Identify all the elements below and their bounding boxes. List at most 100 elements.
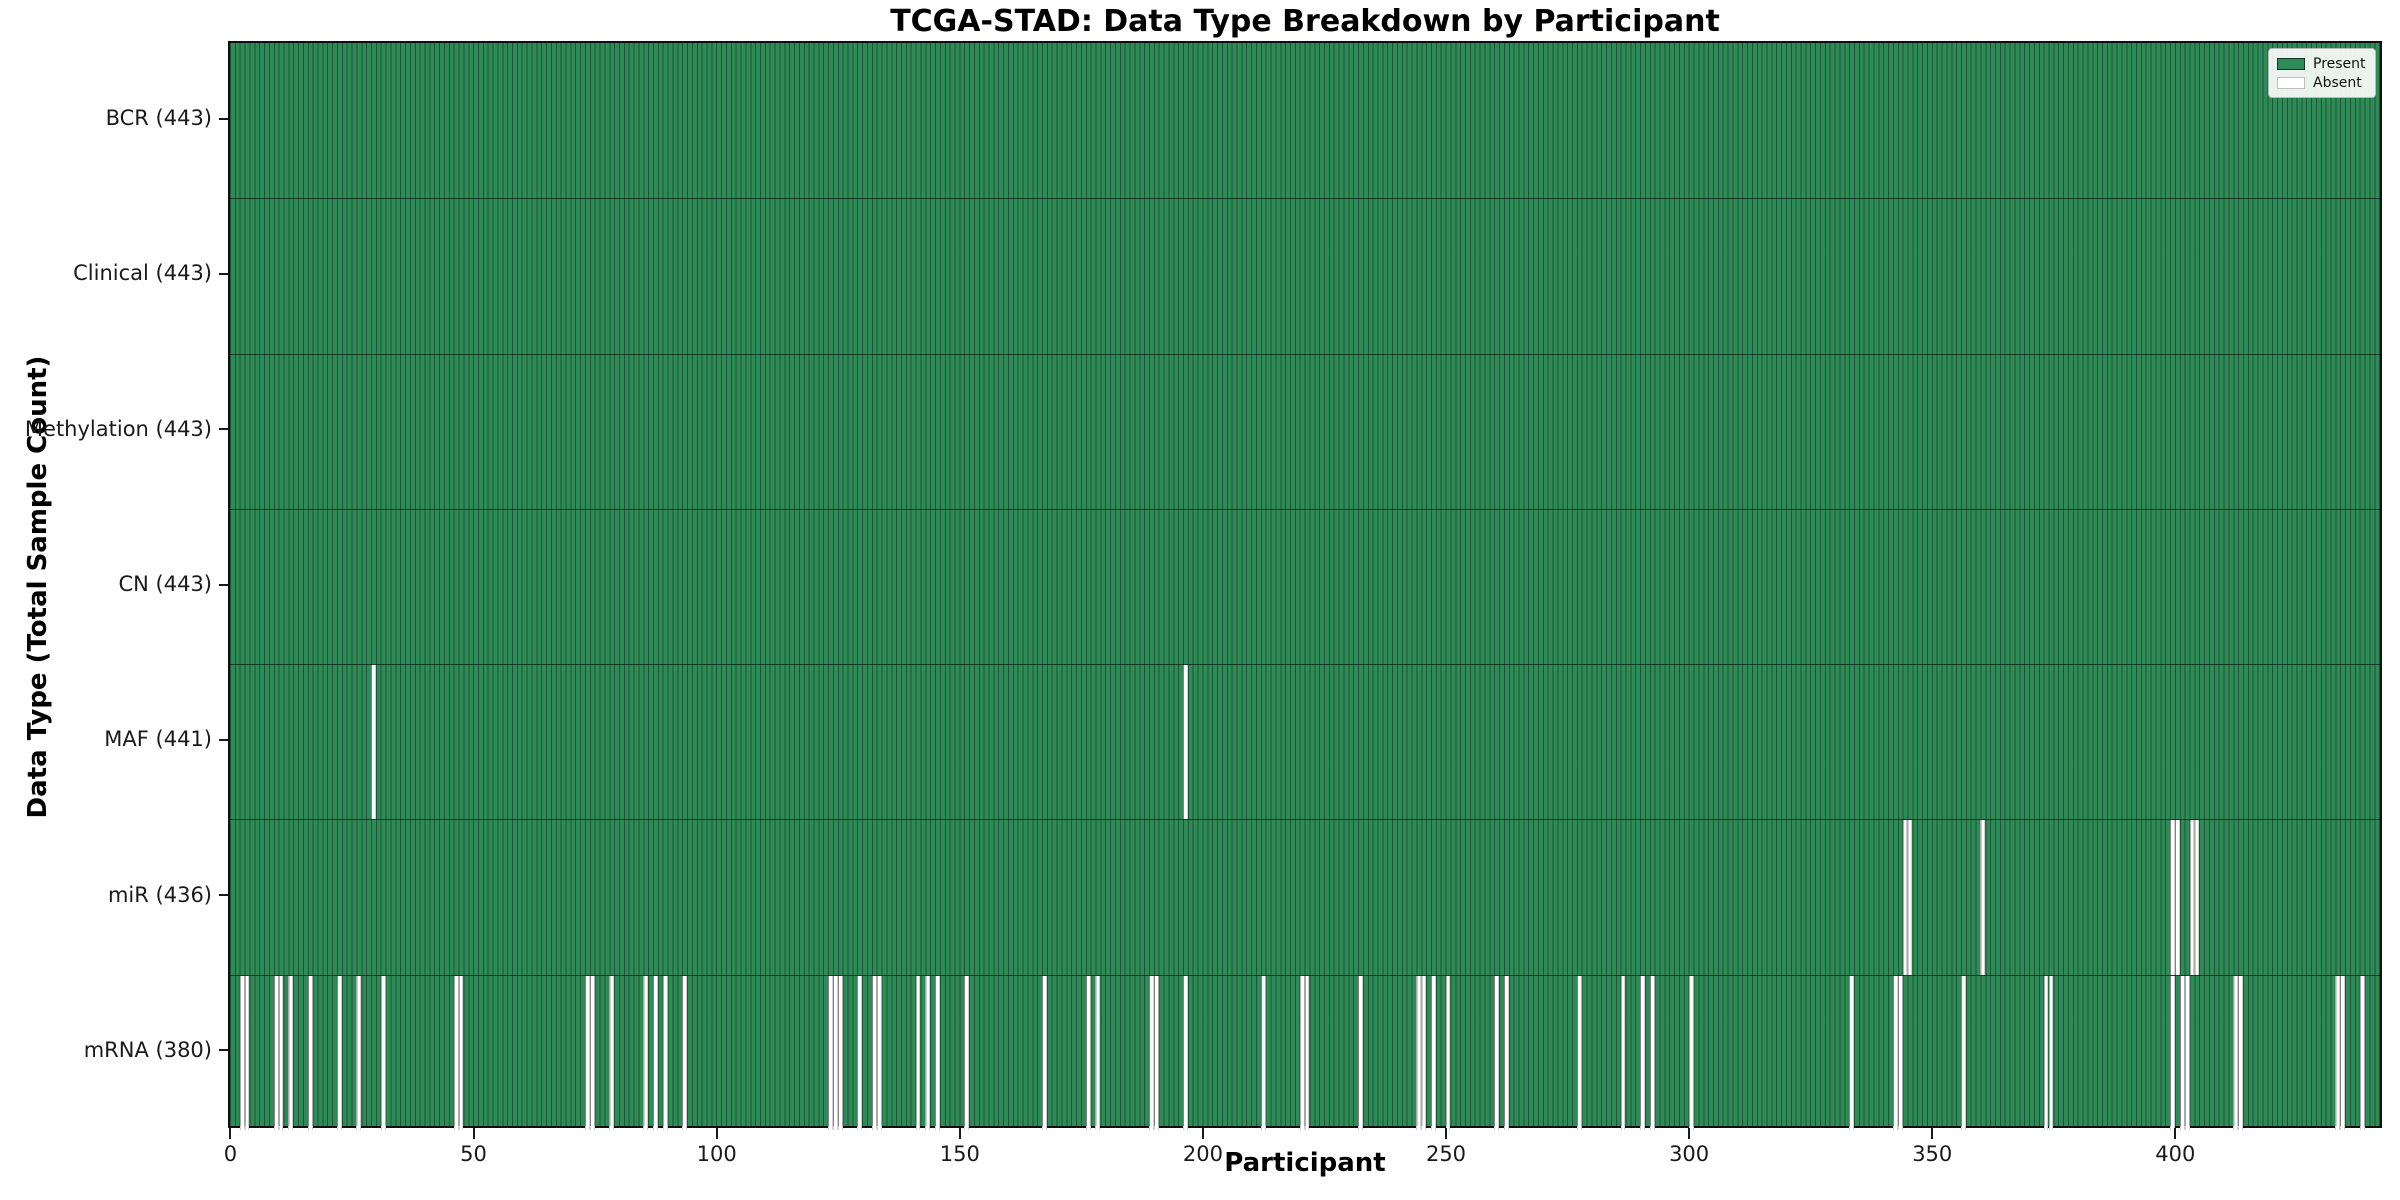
xtick-label-300: 300 — [1669, 1142, 1710, 1166]
absent-cell — [1358, 975, 1363, 1130]
absent-cell — [307, 975, 313, 1130]
ytick-mark — [219, 1049, 228, 1052]
absent-cell — [288, 975, 294, 1130]
absent-cell — [453, 975, 459, 1130]
ytick-mark — [219, 272, 228, 275]
ytick-label-BCR: BCR (443) — [105, 106, 212, 131]
xtick-mark — [2174, 1128, 2177, 1139]
absent-cell — [1576, 975, 1582, 1130]
absent-cell — [662, 975, 668, 1130]
absent-cell — [876, 975, 882, 1130]
absent-cell — [380, 975, 386, 1130]
chart-title: TCGA-STAD: Data Type Breakdown by Partic… — [890, 4, 1720, 39]
absent-cell — [832, 975, 838, 1130]
absent-cell — [682, 975, 688, 1130]
absent-cell — [2189, 820, 2195, 975]
absent-cell — [2184, 975, 2190, 1130]
absent-cell — [2194, 820, 2200, 975]
absent-swatch — [2277, 76, 2305, 89]
ytick-mark — [219, 894, 228, 897]
ytick-mark — [219, 583, 228, 586]
absent-cell — [609, 975, 615, 1130]
absent-cell — [2233, 975, 2239, 1130]
absent-cell — [1416, 975, 1422, 1130]
absent-cell — [1640, 975, 1645, 1130]
absent-cell — [273, 975, 279, 1130]
ytick-label-MAF: MAF (441) — [104, 727, 212, 752]
absent-cell — [2238, 975, 2243, 1130]
absent-cell — [584, 975, 590, 1130]
absent-cell — [371, 665, 376, 820]
x-axis-label: Participant — [1224, 1148, 1386, 1178]
absent-cell — [356, 975, 362, 1130]
ytick-label-miR: miR (436) — [107, 882, 212, 907]
absent-cell — [1892, 975, 1898, 1130]
absent-cell — [935, 975, 940, 1130]
row-Clinical — [230, 198, 2380, 353]
xtick-label-250: 250 — [1425, 1142, 1467, 1166]
absent-cell — [278, 975, 284, 1130]
xtick-label-0: 0 — [223, 1142, 238, 1166]
plot-area — [228, 41, 2382, 1130]
absent-cell — [239, 975, 245, 1130]
absent-cell — [643, 975, 649, 1130]
absent-cell — [244, 975, 250, 1130]
legend-item-absent: Absent — [2277, 73, 2367, 92]
ytick-mark — [219, 117, 228, 120]
xtick-mark — [1201, 1128, 1204, 1139]
absent-cell — [589, 975, 595, 1130]
absent-cell — [2048, 975, 2054, 1130]
absent-cell — [2170, 820, 2175, 975]
ytick-mark — [219, 738, 228, 741]
absent-cell — [1304, 975, 1310, 1130]
xtick-mark — [472, 1128, 475, 1139]
absent-cell — [925, 975, 931, 1130]
absent-cell — [1649, 975, 1655, 1130]
xtick-mark — [1688, 1128, 1691, 1139]
legend-label-present: Present — [2313, 55, 2366, 72]
absent-cell — [1260, 975, 1266, 1130]
absent-cell — [2179, 975, 2185, 1130]
ytick-label-CN: CN (443) — [118, 572, 212, 596]
absent-cell — [964, 975, 970, 1130]
present-swatch — [2277, 57, 2305, 70]
absent-cell — [837, 975, 843, 1130]
xtick-label-400: 400 — [2155, 1142, 2196, 1166]
absent-cell — [2043, 975, 2049, 1130]
row-MAF — [230, 664, 2380, 820]
xtick-mark — [1931, 1128, 1934, 1139]
xtick-label-150: 150 — [939, 1142, 980, 1166]
xtick-label-100: 100 — [696, 1142, 737, 1166]
absent-cell — [1183, 665, 1188, 820]
absent-cell — [1494, 975, 1500, 1130]
xtick-label-200: 200 — [1182, 1142, 1223, 1166]
absent-cell — [2359, 975, 2365, 1130]
absent-cell — [1907, 820, 1913, 975]
row-mRNA — [230, 974, 2380, 1130]
absent-cell — [1849, 975, 1854, 1130]
legend: Present Absent — [2268, 48, 2376, 98]
absent-cell — [1620, 975, 1626, 1130]
xtick-mark — [958, 1128, 961, 1139]
ytick-label-mRNA: mRNA (380) — [83, 1037, 212, 1062]
absent-cell — [458, 975, 464, 1130]
absent-cell — [2174, 820, 2180, 975]
absent-cell — [2170, 975, 2175, 1130]
absent-cell — [653, 975, 658, 1130]
absent-cell — [871, 975, 877, 1130]
cell-grid-hatching — [230, 43, 2380, 1126]
ytick-mark — [219, 428, 228, 431]
row-miR — [230, 819, 2380, 975]
absent-cell — [1430, 975, 1436, 1130]
legend-item-present: Present — [2277, 54, 2367, 73]
absent-cell — [1095, 975, 1101, 1130]
absent-cell — [828, 975, 833, 1130]
absent-cell — [2340, 975, 2346, 1130]
xtick-label-50: 50 — [460, 1142, 487, 1166]
absent-cell — [2335, 975, 2341, 1130]
absent-cell — [1897, 975, 1903, 1130]
row-CN — [230, 508, 2380, 664]
row-Methylation — [230, 353, 2380, 509]
absent-cell — [336, 975, 342, 1130]
